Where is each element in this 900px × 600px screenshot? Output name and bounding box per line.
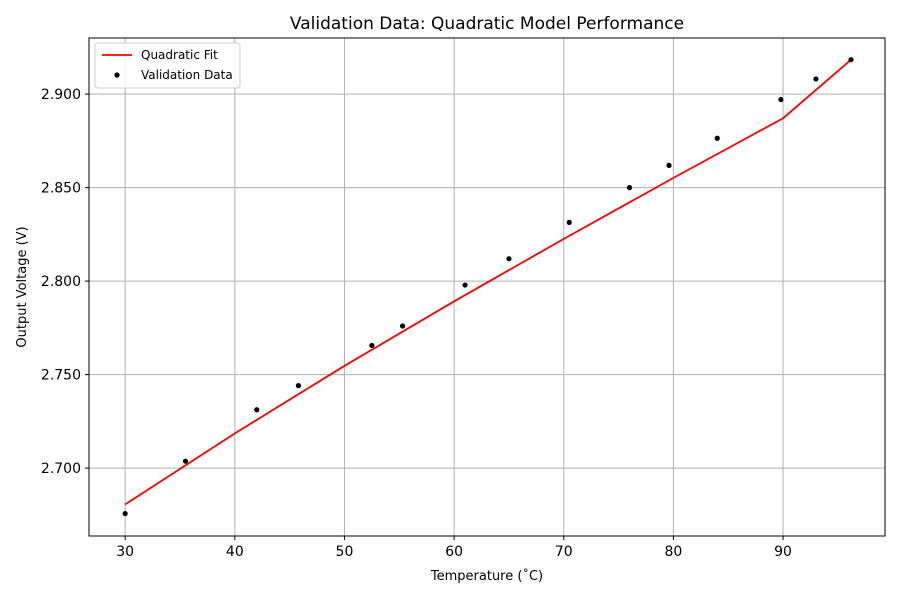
data-point [462,282,468,288]
data-point [506,256,512,262]
y-tick-label: 2.700 [41,461,81,477]
chart-title: Validation Data: Quadratic Model Perform… [290,14,684,34]
x-tick-label: 60 [445,544,463,560]
data-point [778,96,784,103]
y-axis-label: Output Voltage (V) [15,226,30,347]
data-point [254,407,260,413]
data-point [369,342,375,349]
data-point [666,162,672,168]
y-tick-label: 2.750 [41,368,81,384]
data-point [813,76,819,82]
y-tick-label: 2.900 [41,87,81,103]
x-axis-label: Temperature (˚C) [430,568,543,584]
x-tick-label: 80 [664,544,682,560]
legend-marker-swatch [114,72,120,78]
data-point [714,135,720,141]
y-tick-label: 2.800 [41,274,81,290]
grid-layer [89,38,885,536]
data-point [182,458,189,464]
fit-line [124,59,852,506]
y-tick-label: 2.850 [41,181,81,197]
data-point [122,510,128,517]
x-tick-label: 40 [226,544,244,560]
data-point [399,323,406,329]
plot-frame [88,37,886,537]
x-tick-label: 30 [116,544,134,560]
tick-layer: 30 40 50 60 70 80 90 2.700 2.750 2.800 2.850 2.900 [41,87,792,560]
x-tick-label: 70 [555,544,573,560]
x-tick-label: 90 [774,544,792,560]
legend-label-fit: Quadratic Fit [141,48,218,62]
data-point [626,185,633,191]
series-layer [122,57,854,517]
legend: Quadratic Fit Validation Data [94,42,241,89]
legend-label-data: Validation Data [141,68,233,82]
data-point [848,57,854,63]
x-tick-label: 50 [336,544,354,560]
data-point [566,219,572,225]
data-point [295,383,302,389]
